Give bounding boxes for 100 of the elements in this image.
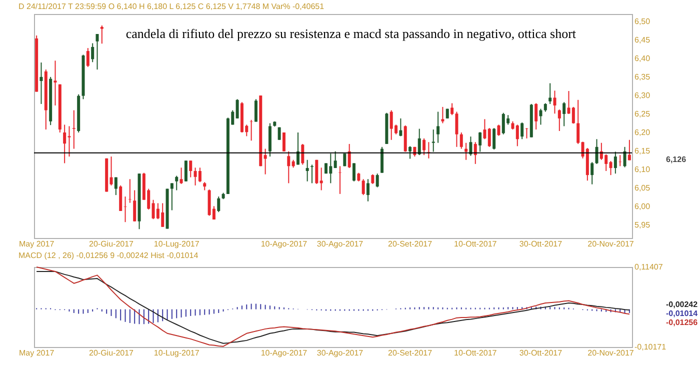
candlestick bbox=[352, 162, 356, 182]
annotation: candela di rifiuto del prezzo su resistenza e macd sta passando in negativo, ottica short bbox=[126, 26, 576, 41]
candlestick bbox=[348, 143, 351, 169]
candlestick bbox=[362, 178, 365, 196]
text: 6,126 bbox=[666, 155, 687, 164]
y-tick-label: 5,95 bbox=[634, 220, 651, 230]
candlestick bbox=[534, 102, 538, 130]
candlestick bbox=[399, 118, 402, 137]
candlestick bbox=[236, 98, 239, 119]
candlestick bbox=[539, 108, 542, 126]
y-tick-label: 6,00 bbox=[634, 202, 651, 212]
x-tick-label: 20-Nov-2017 bbox=[588, 348, 634, 358]
candlestick bbox=[628, 139, 631, 161]
y-tick-label: 6,25 bbox=[634, 109, 651, 118]
text: -0,00242 bbox=[666, 300, 698, 310]
text: -0,01014 bbox=[666, 309, 698, 318]
y-tick-label: 0,11407 bbox=[634, 262, 664, 272]
candlestick bbox=[63, 124, 66, 164]
candlestick bbox=[170, 182, 174, 211]
y-tick-label: 6,35 bbox=[634, 72, 651, 82]
candlestick bbox=[72, 110, 76, 150]
candlestick bbox=[366, 178, 370, 202]
x-tick-label: 30-Ott-2017 bbox=[519, 348, 563, 358]
candlestick bbox=[436, 111, 440, 144]
candlestick bbox=[86, 48, 90, 68]
candlestick bbox=[408, 146, 412, 160]
candlestick bbox=[548, 82, 552, 104]
candlestick bbox=[334, 150, 337, 169]
candlestick bbox=[525, 128, 528, 139]
candlestick bbox=[418, 128, 421, 156]
x-tick-label: 10-Lug-2017 bbox=[154, 240, 200, 248]
x-tick-label: 30-Ott-2017 bbox=[519, 240, 563, 248]
candlestick bbox=[301, 143, 304, 166]
candlestick bbox=[590, 162, 594, 185]
candlestick bbox=[460, 132, 463, 150]
candlestick bbox=[474, 142, 477, 164]
text: MACD (12 , 26) -0,01256 9 -0,00242 Hist -0,01014 bbox=[18, 251, 199, 260]
x-tick-label: 30-Ago-2017 bbox=[316, 348, 364, 358]
candlestick bbox=[516, 124, 519, 147]
candlestick bbox=[282, 132, 286, 152]
candlestick bbox=[296, 132, 300, 166]
candlestick bbox=[278, 126, 281, 140]
x-tick-label: May 2017 bbox=[18, 240, 55, 248]
x-tick-label: 10-Ott-2017 bbox=[454, 348, 498, 358]
candlestick bbox=[441, 106, 444, 124]
candlestick bbox=[254, 98, 258, 122]
y-tick-label: 6,05 bbox=[634, 184, 651, 193]
candlestick bbox=[128, 178, 132, 204]
candlestick bbox=[623, 146, 626, 168]
x-tick-label: 10-Ott-2017 bbox=[454, 240, 498, 248]
candlestick bbox=[96, 33, 99, 70]
candlestick bbox=[114, 176, 118, 196]
x-tick-label: 10-Lug-2017 bbox=[154, 348, 200, 358]
candlestick bbox=[427, 142, 430, 159]
candlestick bbox=[595, 138, 598, 164]
candlestick bbox=[189, 160, 192, 178]
candlestick bbox=[576, 99, 580, 144]
text: -0,01256 bbox=[666, 318, 698, 328]
candlestick bbox=[217, 196, 220, 213]
x-tick-label: 20-Giu-2017 bbox=[89, 348, 134, 358]
candlestick bbox=[180, 167, 183, 184]
x-tick-label: 10-Ago-2017 bbox=[260, 240, 308, 248]
x-tick-label: 20-Set-2017 bbox=[388, 240, 433, 248]
candlestick bbox=[287, 150, 290, 184]
candlestick bbox=[553, 90, 556, 114]
candlestick bbox=[306, 159, 309, 182]
x-tick-label: May 2017 bbox=[18, 348, 55, 358]
x-tick-label: 20-Set-2017 bbox=[388, 348, 433, 358]
candlestick bbox=[40, 62, 43, 104]
candlestick bbox=[371, 174, 374, 184]
candlestick bbox=[100, 24, 104, 44]
candlestick bbox=[310, 164, 314, 184]
candlestick bbox=[483, 118, 486, 140]
y-tick-label: 6,50 bbox=[634, 16, 651, 26]
y-tick-label: 6,15 bbox=[634, 146, 651, 156]
text: D 24/11/2017 T 23:59:59 O 6,140 H 6,180 L 6,125 C 6,125 V 1,7748 M Var% -0,40651 bbox=[18, 2, 325, 11]
x-tick-label: 20-Nov-2017 bbox=[588, 240, 634, 248]
candlestick bbox=[175, 175, 178, 191]
candlestick bbox=[343, 153, 346, 167]
y-tick-label: 6,40 bbox=[634, 54, 651, 63]
candlestick bbox=[320, 167, 323, 191]
y-tick-label: 6,30 bbox=[634, 90, 651, 100]
candlestick bbox=[376, 173, 379, 188]
y-tick-label: 6,10 bbox=[634, 165, 651, 174]
candlestick bbox=[54, 60, 57, 106]
x-tick-label: 10-Ago-2017 bbox=[260, 348, 308, 358]
candlestick bbox=[469, 136, 472, 156]
candlestick bbox=[614, 151, 617, 174]
candlestick bbox=[618, 154, 622, 167]
candlestick bbox=[264, 148, 267, 175]
candlestick bbox=[184, 160, 188, 182]
candlestick bbox=[492, 128, 496, 150]
candlestick bbox=[110, 156, 113, 186]
candlestick bbox=[315, 159, 318, 184]
y-tick-label: 6,20 bbox=[634, 128, 651, 137]
x-tick-label: 20-Giu-2017 bbox=[89, 240, 134, 248]
candlestick bbox=[572, 106, 575, 124]
y-tick-label: 6,45 bbox=[634, 35, 651, 44]
candlestick bbox=[422, 138, 426, 156]
candlestick bbox=[124, 196, 127, 223]
